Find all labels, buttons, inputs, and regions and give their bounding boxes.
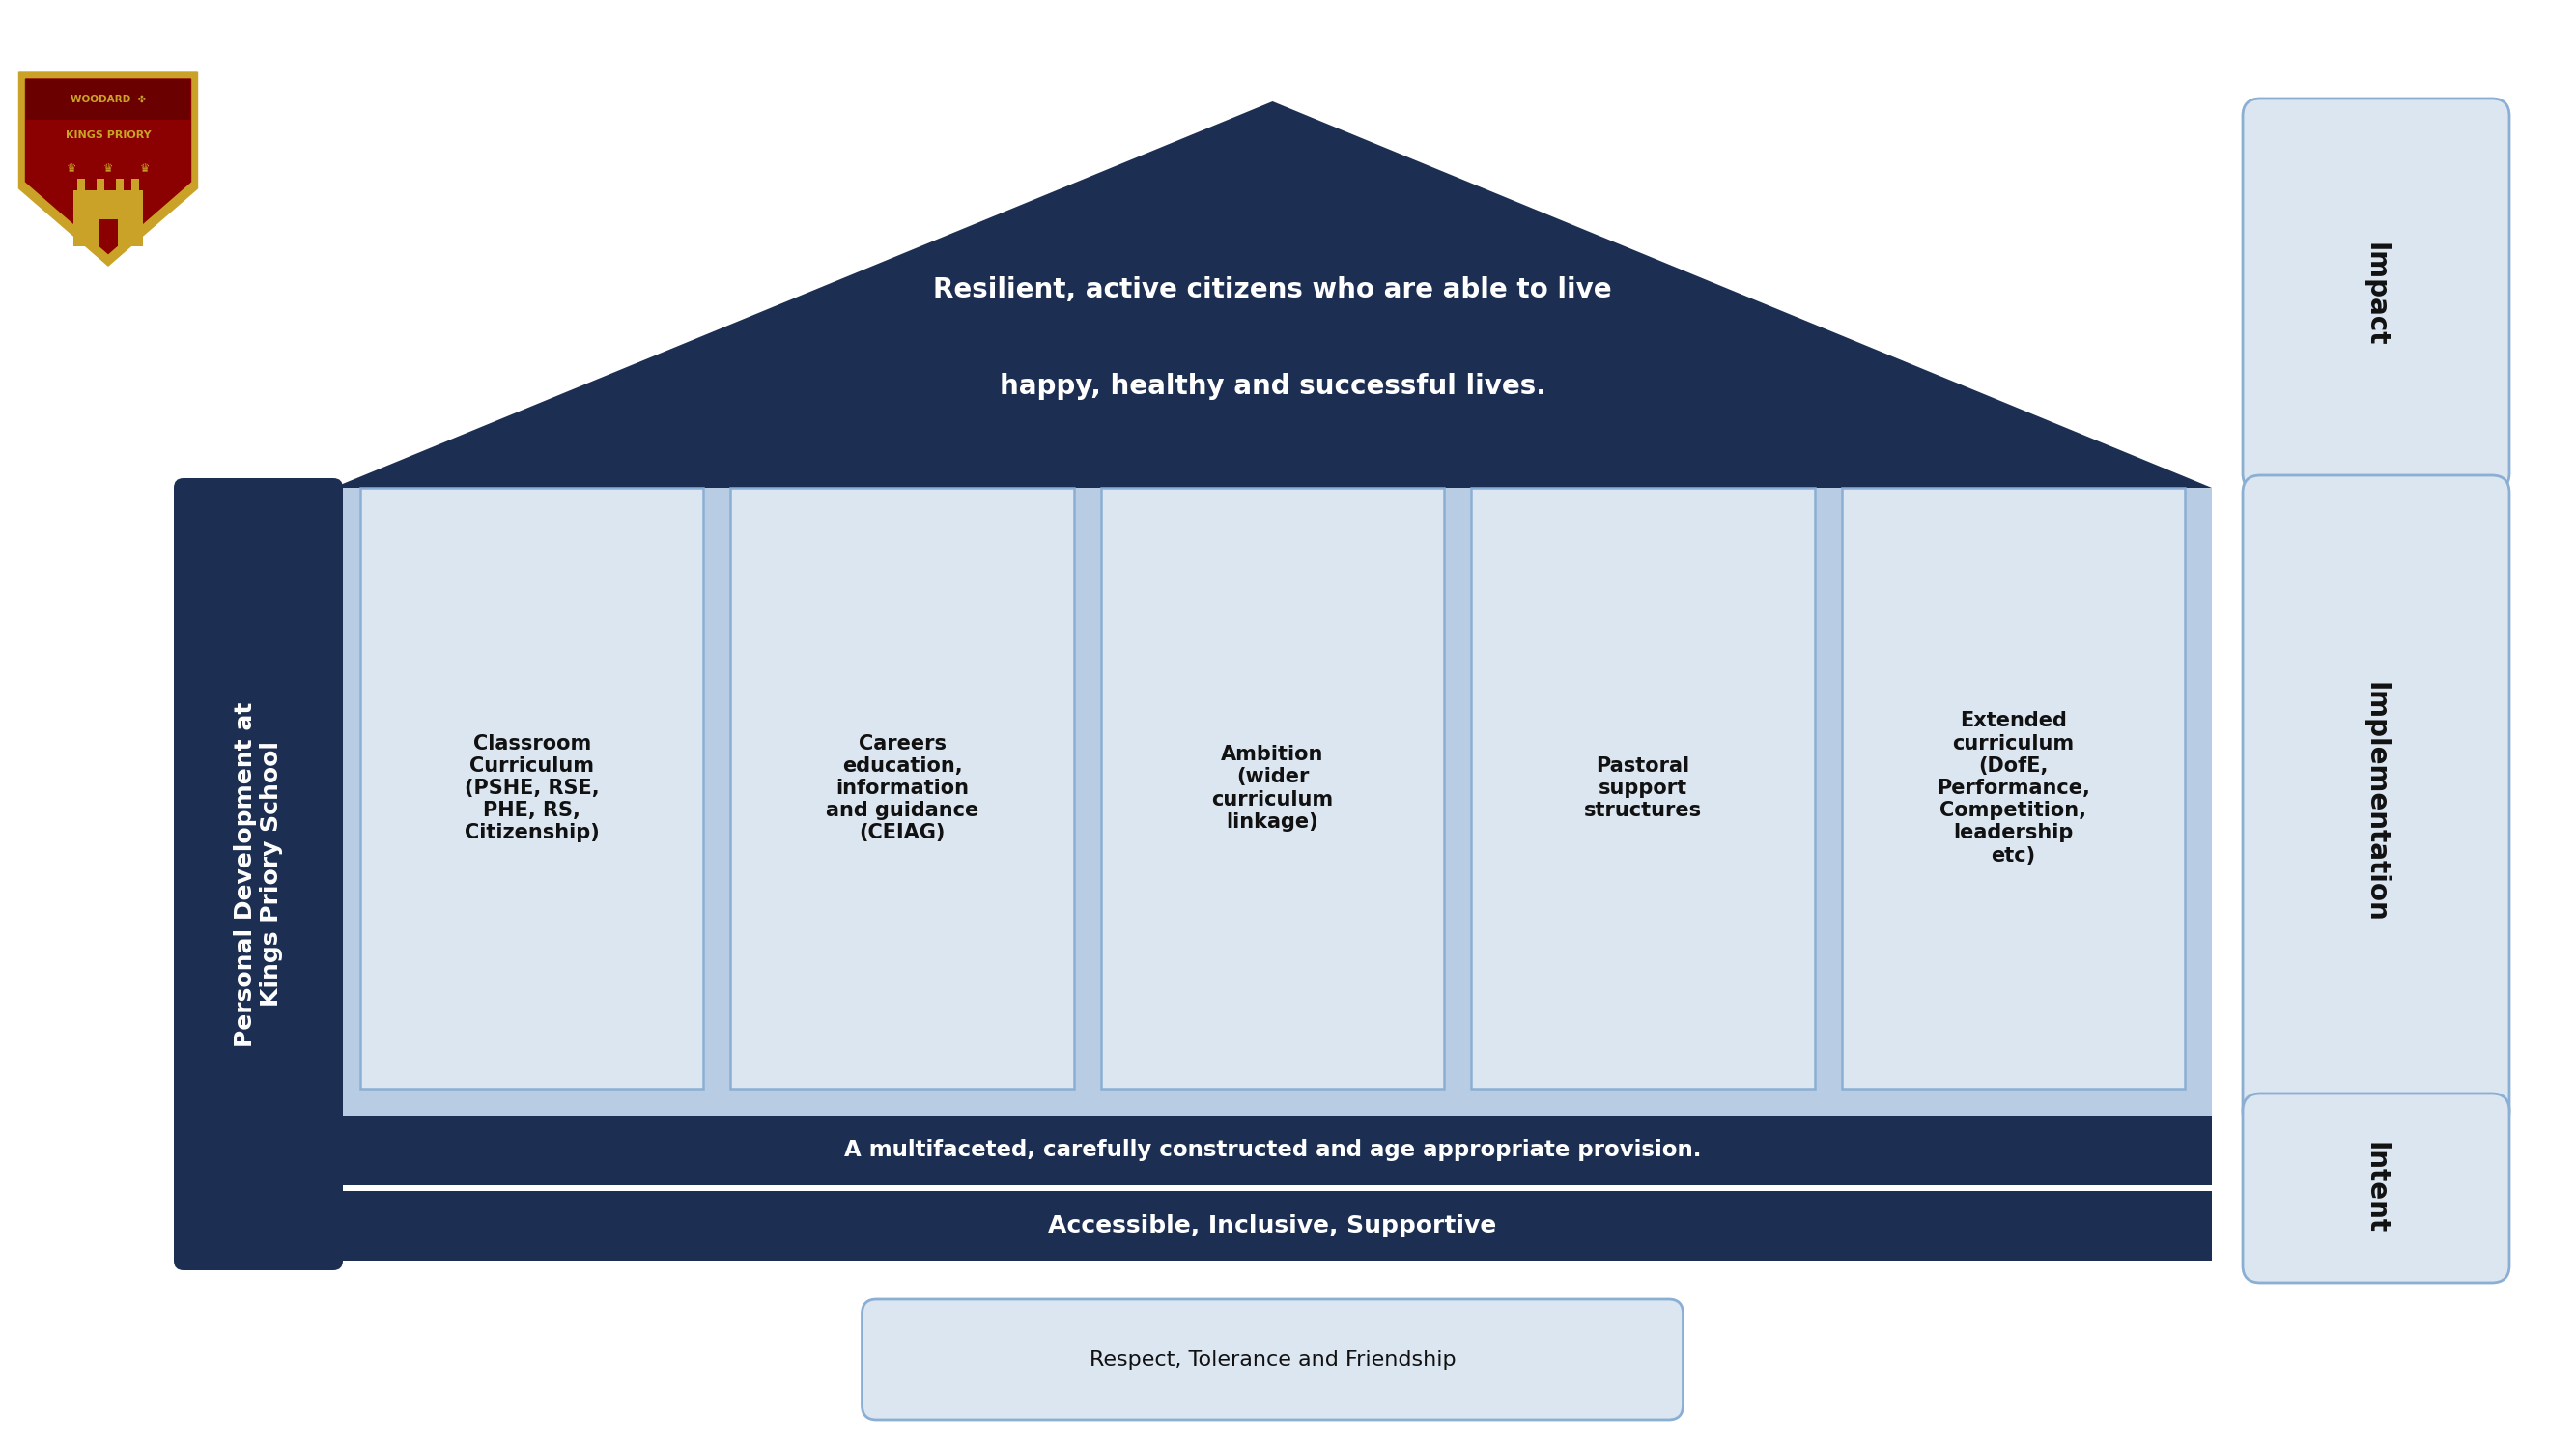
FancyBboxPatch shape	[1471, 488, 1814, 1088]
Text: Careers
education,
information
and guidance
(CEIAG): Careers education, information and guida…	[827, 733, 979, 843]
Bar	[98, 219, 118, 246]
FancyBboxPatch shape	[1100, 488, 1445, 1088]
FancyBboxPatch shape	[863, 1300, 1682, 1420]
FancyBboxPatch shape	[2244, 1094, 2509, 1282]
Text: KINGS PRIORY: KINGS PRIORY	[64, 130, 152, 141]
Text: Classroom
Curriculum
(PSHE, RSE,
PHE, RS,
Citizenship): Classroom Curriculum (PSHE, RSE, PHE, RS…	[464, 733, 600, 843]
Bar	[116, 178, 124, 190]
Bar	[332, 488, 2213, 1116]
FancyBboxPatch shape	[173, 478, 343, 1271]
Bar	[332, 1116, 2213, 1185]
Bar	[332, 1191, 2213, 1261]
Polygon shape	[26, 80, 191, 254]
Text: Personal Development at
Kings Priory School: Personal Development at Kings Priory Sch…	[234, 701, 283, 1046]
Bar	[131, 178, 139, 190]
Polygon shape	[332, 101, 2213, 488]
Text: Pastoral
support
structures: Pastoral support structures	[1584, 756, 1703, 820]
Text: ♛: ♛	[67, 162, 77, 175]
Text: Respect, Tolerance and Friendship: Respect, Tolerance and Friendship	[1090, 1350, 1455, 1369]
FancyBboxPatch shape	[732, 488, 1074, 1088]
FancyBboxPatch shape	[2244, 475, 2509, 1129]
FancyBboxPatch shape	[2244, 99, 2509, 491]
Text: Intent: Intent	[2362, 1142, 2391, 1235]
Bar	[95, 178, 103, 190]
Text: ♛: ♛	[139, 162, 149, 175]
Text: Implementation: Implementation	[2362, 681, 2391, 922]
Text: Extended
curriculum
(DofE,
Performance,
Competition,
leadership
etc): Extended curriculum (DofE, Performance, …	[1937, 711, 2089, 865]
Text: Resilient, active citizens who are able to live

happy, healthy and successful l: Resilient, active citizens who are able …	[933, 277, 1613, 400]
FancyBboxPatch shape	[1842, 488, 2184, 1088]
Polygon shape	[18, 72, 198, 265]
Text: Accessible, Inclusive, Supportive: Accessible, Inclusive, Supportive	[1048, 1214, 1497, 1237]
Text: Ambition
(wider
curriculum
linkage): Ambition (wider curriculum linkage)	[1211, 745, 1334, 832]
Text: ♛: ♛	[103, 162, 113, 175]
Bar	[77, 178, 85, 190]
FancyBboxPatch shape	[361, 488, 703, 1088]
Text: A multifaceted, carefully constructed and age appropriate provision.: A multifaceted, carefully constructed an…	[845, 1139, 1700, 1162]
Text: Impact: Impact	[2362, 242, 2391, 346]
Bar	[72, 190, 142, 246]
Bar	[26, 80, 191, 120]
Text: WOODARD  ✤: WOODARD ✤	[70, 94, 147, 104]
